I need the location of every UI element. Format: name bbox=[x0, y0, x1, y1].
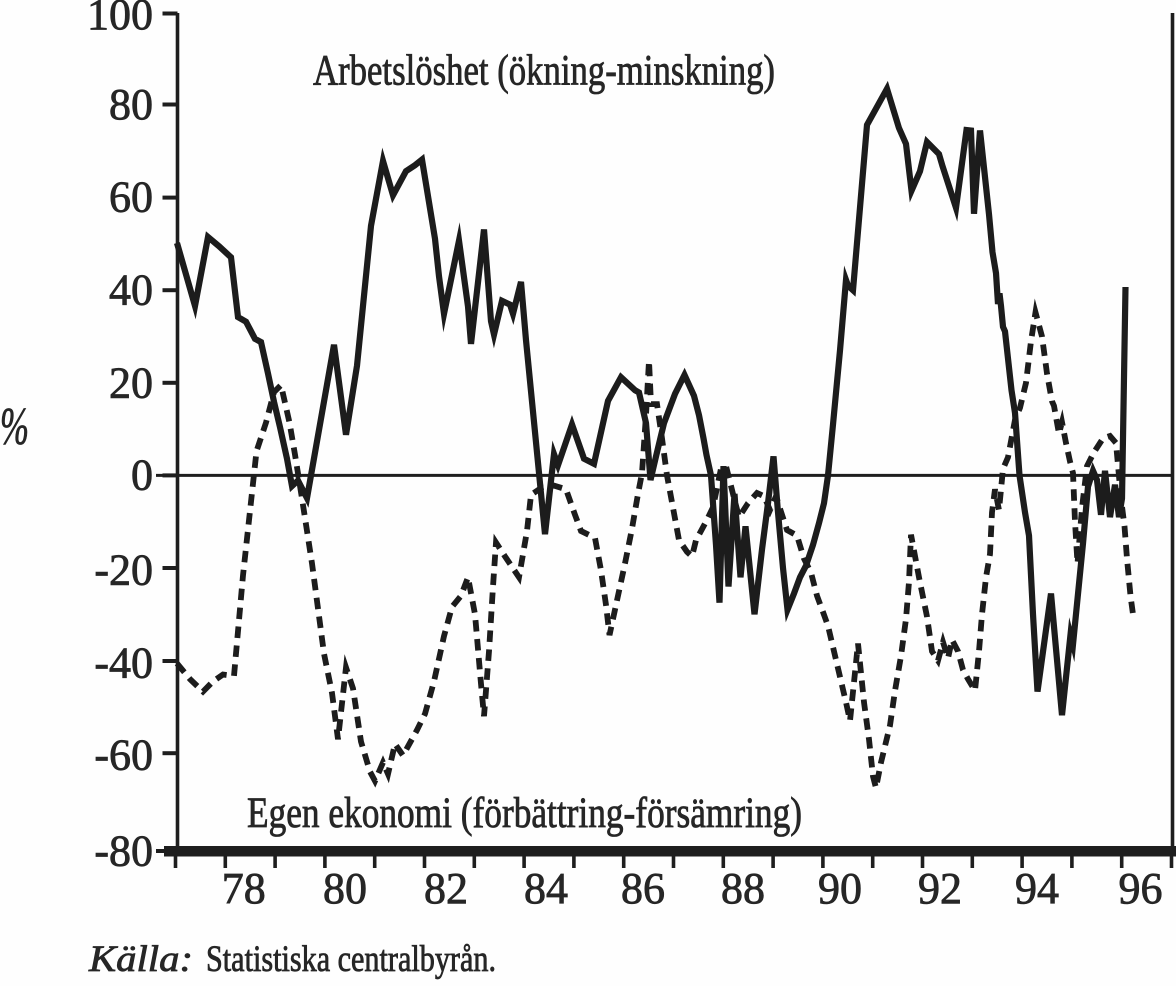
svg-text:96: 96 bbox=[1119, 864, 1163, 913]
svg-text:40: 40 bbox=[109, 266, 153, 315]
svg-text:84: 84 bbox=[524, 864, 568, 913]
svg-text:100: 100 bbox=[87, 0, 153, 39]
svg-text:80: 80 bbox=[109, 80, 153, 129]
svg-text:82: 82 bbox=[424, 864, 468, 913]
svg-text:-20: -20 bbox=[94, 546, 153, 595]
svg-text:-40: -40 bbox=[94, 639, 153, 688]
svg-text:80: 80 bbox=[323, 864, 367, 913]
svg-text:Egen ekonomi (förbättring-förs: Egen ekonomi (förbättring-försämring) bbox=[247, 790, 802, 837]
svg-text:Statistiska centralbyrån.: Statistiska centralbyrån. bbox=[206, 939, 496, 980]
svg-text:0: 0 bbox=[131, 451, 153, 500]
svg-text:60: 60 bbox=[109, 173, 153, 222]
svg-text:94: 94 bbox=[1015, 864, 1059, 913]
svg-text:90: 90 bbox=[818, 864, 862, 913]
svg-text:20: 20 bbox=[109, 359, 153, 408]
svg-text:78: 78 bbox=[222, 864, 266, 913]
svg-text:92: 92 bbox=[918, 864, 962, 913]
svg-text:88: 88 bbox=[721, 864, 765, 913]
svg-text:-60: -60 bbox=[94, 731, 153, 780]
svg-text:86: 86 bbox=[621, 864, 665, 913]
svg-text:Arbetslöshet (ökning-minskning: Arbetslöshet (ökning-minskning) bbox=[313, 48, 775, 95]
svg-text:-80: -80 bbox=[94, 827, 153, 876]
svg-text:%: % bbox=[0, 398, 29, 456]
svg-text:Källa:: Källa: bbox=[88, 939, 193, 980]
